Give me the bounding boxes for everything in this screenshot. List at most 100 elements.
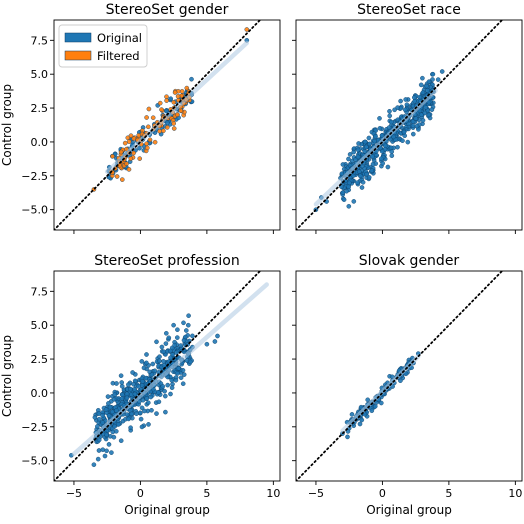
data-point [423, 105, 429, 110]
data-point [385, 164, 391, 170]
data-point [106, 442, 112, 447]
data-point [347, 180, 352, 186]
data-point [346, 156, 351, 162]
x-tick-label: −5 [308, 487, 324, 500]
data-point [189, 76, 194, 82]
data-point [389, 153, 395, 158]
data-point [139, 424, 145, 430]
data-point [360, 179, 366, 185]
data-point [168, 96, 173, 101]
data-point [347, 152, 353, 157]
data-point [355, 147, 361, 153]
data-point [172, 90, 178, 95]
data-point [190, 333, 195, 339]
data-point [130, 370, 135, 375]
data-point [159, 344, 165, 350]
y-tick-label: −5.0 [21, 455, 48, 468]
y-axis-label: Control group [0, 84, 14, 166]
data-point [351, 149, 357, 155]
data-point [124, 161, 129, 166]
plot-area [54, 271, 269, 481]
data-point [167, 348, 173, 354]
data-point [92, 415, 98, 420]
y-tick-label: 2.5 [31, 102, 49, 115]
data-point [379, 133, 385, 138]
data-point [139, 359, 145, 364]
data-point [104, 432, 109, 438]
data-point [162, 388, 167, 394]
data-point [96, 437, 102, 443]
subplot-2: StereoSet race [292, 2, 523, 234]
data-point [388, 145, 394, 151]
data-point [149, 407, 154, 413]
data-point [149, 372, 155, 378]
x-tick-label: 0 [379, 487, 386, 500]
y-tick-label: 5.0 [31, 319, 49, 332]
data-point [179, 89, 185, 94]
data-point [369, 408, 375, 414]
data-point [132, 386, 137, 392]
data-point [349, 412, 355, 417]
data-point [414, 123, 420, 129]
data-point [132, 391, 138, 397]
legend-label-filtered: Filtered [97, 49, 140, 63]
data-point [411, 95, 417, 100]
data-point [357, 173, 363, 179]
data-point [164, 94, 169, 99]
data-point [400, 138, 405, 143]
data-point [119, 396, 125, 402]
data-point [105, 394, 111, 399]
subplot-title: StereoSet gender [106, 2, 229, 18]
plot-area [296, 271, 504, 481]
data-point [109, 450, 114, 455]
subplot-1: −5.0 −2.5 0.0 2.5 5.0 7.5 StereoSet gender Cont… [0, 2, 281, 234]
data-point [401, 129, 407, 135]
data-point [426, 79, 432, 84]
data-point [435, 77, 441, 82]
data-point [165, 120, 170, 126]
data-point [126, 382, 131, 387]
data-point [91, 462, 97, 468]
y-tick-label: 0.0 [31, 387, 49, 400]
data-point [426, 112, 432, 118]
diagonal-line [54, 20, 262, 230]
data-point [137, 410, 143, 416]
data-point [387, 136, 393, 142]
subplot-title: StereoSet profession [94, 253, 239, 269]
data-point [363, 144, 369, 150]
data-point [175, 112, 180, 117]
data-point [100, 447, 106, 453]
data-point [140, 378, 145, 384]
x-tick-label: 10 [266, 487, 280, 500]
data-point [118, 373, 124, 379]
y-tick-label: 7.5 [31, 285, 49, 298]
data-point [391, 134, 396, 140]
data-point [403, 371, 409, 377]
data-point [126, 139, 132, 144]
diagonal-line [296, 271, 504, 481]
data-point [173, 377, 179, 383]
data-point [357, 421, 363, 427]
y-tick-label: 2.5 [31, 353, 49, 366]
data-point [362, 139, 368, 145]
data-point [128, 133, 134, 138]
axes-frame [53, 270, 281, 482]
data-point [163, 330, 169, 336]
data-point [136, 384, 141, 389]
data-point [377, 126, 383, 131]
data-point [144, 360, 149, 366]
data-point [403, 97, 409, 102]
data-point [410, 131, 416, 137]
data-point [157, 100, 163, 106]
data-point [178, 343, 183, 348]
data-point [136, 399, 142, 405]
y-tick-label: 7.5 [31, 34, 49, 47]
data-point [114, 381, 119, 386]
data-point [426, 99, 432, 105]
data-point [97, 416, 102, 422]
data-point [168, 391, 173, 397]
data-point [160, 384, 166, 389]
data-point [126, 167, 132, 172]
subplot-4: −5 0 5 10 Slovak gender Original group [292, 253, 523, 517]
